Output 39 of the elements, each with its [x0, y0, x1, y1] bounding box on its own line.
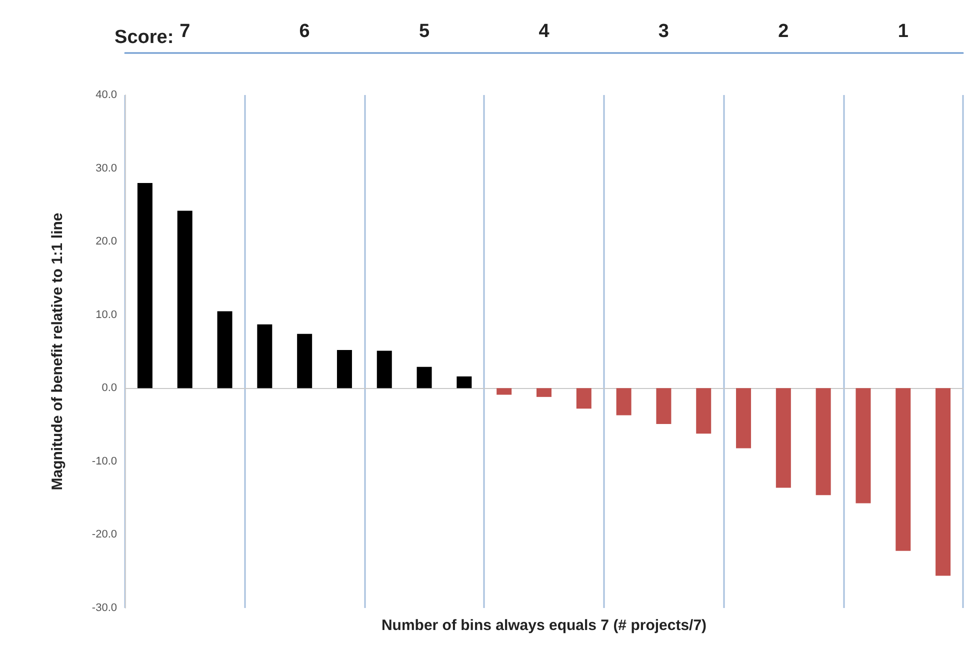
bar [576, 388, 592, 409]
y-tick-label: -20.0 [92, 528, 117, 541]
bar [896, 388, 911, 551]
bar [456, 376, 472, 388]
bar [856, 388, 871, 504]
x-axis-title: Number of bins always equals 7 (# projects/7) [381, 617, 707, 634]
y-tick-label: -10.0 [92, 455, 117, 468]
bar [536, 388, 552, 397]
bar [496, 388, 512, 395]
y-tick-label: 10.0 [96, 308, 117, 321]
text: 4 [538, 21, 550, 42]
bar [257, 324, 272, 388]
text: 5 [418, 21, 430, 42]
y-tick-label: 0.0 [102, 382, 117, 394]
y-tick-label: 40.0 [96, 89, 117, 101]
text: 7 [180, 21, 190, 42]
y-axis-title: Magnitude of benefit relative to 1:1 line [49, 212, 66, 490]
bar [177, 210, 192, 388]
bar [696, 388, 712, 434]
text: 2 [778, 21, 789, 42]
bar [936, 388, 951, 576]
bar [816, 388, 831, 496]
bar [137, 182, 152, 388]
y-tick-label: 20.0 [96, 236, 117, 248]
bar [776, 388, 791, 488]
y-tick-label: -30.0 [92, 602, 117, 614]
text: 6 [299, 21, 310, 42]
bar [217, 311, 232, 388]
bar [297, 334, 312, 388]
bar [376, 350, 392, 388]
text: 3 [658, 21, 670, 42]
bar [616, 388, 632, 416]
y-tick-label: 30.0 [96, 162, 117, 174]
bar [656, 388, 672, 424]
bar [736, 388, 752, 448]
text: 1 [898, 21, 909, 42]
bar [416, 366, 432, 388]
bar [336, 350, 352, 388]
x2-axis-title: Score: [114, 27, 174, 48]
